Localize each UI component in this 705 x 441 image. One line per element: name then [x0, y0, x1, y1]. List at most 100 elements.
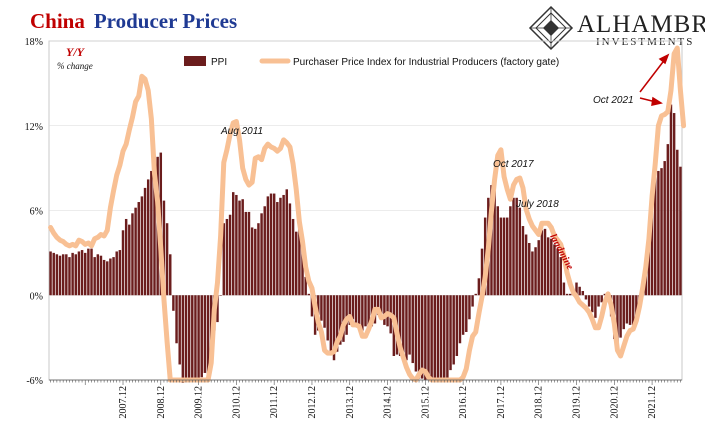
ppi-bar: [269, 193, 273, 296]
ppi-bar: [96, 254, 100, 296]
ppi-bar: [99, 255, 103, 296]
ppi-bar: [417, 295, 421, 379]
ppi-bar: [493, 187, 496, 296]
ppi-bar: [238, 200, 241, 296]
ppi-bar: [480, 248, 484, 296]
ppi-bar: [184, 295, 188, 380]
annotation-oct-2017: Oct 2017: [493, 159, 534, 170]
ppi-bar: [408, 295, 411, 355]
ppi-bar: [354, 295, 358, 324]
ppi-bar: [71, 252, 74, 296]
ppi-bar: [342, 295, 345, 342]
ppi-bar: [625, 295, 629, 324]
ppi-bar: [140, 196, 144, 296]
ppi-bar: [162, 200, 166, 296]
ppi-bar: [131, 213, 134, 296]
diamond-logo-icon: [528, 5, 574, 51]
y-tick-label: -6%: [26, 376, 43, 387]
ppi-bar: [622, 295, 625, 330]
ppi-bar: [534, 247, 537, 296]
ppi-bar: [320, 295, 323, 321]
x-tick-label: 2021.12: [647, 386, 658, 419]
ppi-bar: [219, 295, 222, 296]
x-tick-label: 2017.12: [496, 386, 507, 419]
arrow-to-line-peak-icon: [639, 57, 667, 93]
y-unit-sublabel: % change: [57, 61, 93, 71]
ppi-bar: [216, 295, 219, 323]
ppi-bar: [197, 295, 200, 380]
ppi-bar: [175, 295, 178, 344]
ppi-bar: [304, 276, 307, 296]
chart-title-rest: Producer Prices: [94, 9, 237, 33]
ppi-bar: [276, 202, 279, 296]
ppi-bar: [307, 293, 311, 296]
ppi-bar: [430, 295, 433, 380]
ppi-bar: [568, 293, 572, 296]
ppi-bar: [165, 223, 169, 296]
ppi-bar: [80, 250, 84, 296]
y-unit-label: Y/Y: [66, 45, 86, 59]
ppi-bar: [222, 223, 226, 296]
brand-name: ALHAMBRA: [577, 11, 705, 38]
ppi-bar: [74, 254, 77, 296]
ppi-bar: [200, 295, 203, 378]
ppi-bar: [521, 226, 525, 296]
x-tick-label: 2015.12: [420, 386, 431, 419]
legend-label-ppi: PPI: [211, 57, 227, 68]
ppi-bar: [616, 295, 619, 348]
ppi-bar: [543, 228, 547, 296]
ppi-bar: [600, 295, 603, 303]
ppi-bar: [61, 254, 65, 296]
ppi-bar: [546, 237, 550, 296]
ppi-bar: [666, 144, 670, 296]
ppi-bar: [124, 218, 128, 296]
x-tick-label: 2020.12: [609, 386, 620, 419]
ppi-bar: [102, 259, 106, 296]
x-tick-label: 2019.12: [572, 386, 583, 419]
ppi-bar: [83, 252, 87, 296]
ppi-bar: [247, 211, 251, 296]
ppi-bar: [405, 295, 408, 361]
ppi-bar: [367, 295, 370, 327]
ppi-bar: [584, 295, 588, 300]
ppi-bar: [465, 295, 468, 332]
ppi-bar: [471, 295, 474, 307]
ppi-bar: [443, 295, 446, 380]
purchaser-price-line: [48, 45, 687, 383]
ppi-bar: [650, 199, 654, 296]
ppi-bar: [194, 295, 197, 380]
ppi-bar: [291, 218, 295, 296]
ppi-bar: [537, 240, 540, 296]
ppi-bar: [587, 295, 591, 307]
x-tick-label: 2010.12: [231, 386, 242, 419]
ppi-bar: [118, 250, 122, 296]
ppi-bar: [272, 193, 276, 296]
ppi-bar: [225, 218, 229, 296]
legend-swatch-ppi: [184, 56, 206, 66]
ppi-bar: [250, 227, 254, 296]
ppi-bar: [509, 206, 512, 296]
ppi-bar: [169, 254, 172, 296]
ppi-bar: [134, 207, 137, 296]
ppi-bars: [49, 104, 682, 383]
ppi-bar: [55, 254, 59, 296]
ppi-bar: [235, 194, 238, 296]
ppi-bar: [672, 113, 676, 296]
ppi-bar: [647, 233, 651, 296]
ppi-bar: [528, 242, 531, 296]
ppi-bar: [128, 224, 131, 296]
ppi-bar: [109, 258, 112, 296]
ppi-bar: [439, 295, 443, 380]
ppi-bar: [329, 295, 333, 354]
ppi-bar: [455, 295, 459, 356]
ppi-bar: [663, 161, 666, 296]
ppi-bar: [657, 170, 660, 296]
ppi-bar: [260, 213, 263, 296]
ppi-bar: [181, 295, 185, 383]
ppi-bar: [282, 194, 285, 296]
ppi-bar: [603, 293, 607, 296]
ppi-bar: [301, 244, 304, 296]
ppi-bar: [446, 295, 449, 380]
ppi-bar: [263, 206, 266, 296]
x-tick-label: 2009.12: [194, 386, 205, 419]
